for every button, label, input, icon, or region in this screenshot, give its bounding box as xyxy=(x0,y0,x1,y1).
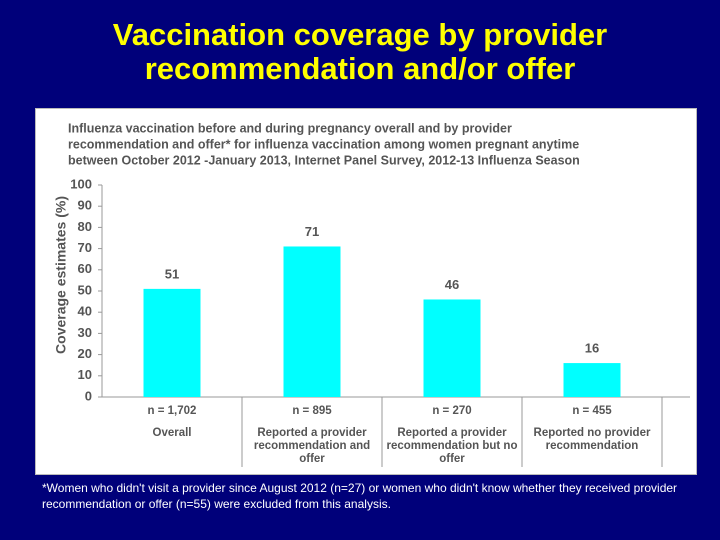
y-tick-label: 10 xyxy=(78,367,92,382)
value-label: 71 xyxy=(305,224,319,239)
chart-title: Influenza vaccination before and during … xyxy=(68,121,512,135)
n-label: n = 270 xyxy=(432,405,471,417)
y-tick-label: 20 xyxy=(78,346,92,361)
y-tick-label: 100 xyxy=(70,176,92,191)
n-label: n = 455 xyxy=(572,405,612,417)
y-tick-label: 30 xyxy=(78,325,92,340)
x-tick-label: Reported a provider recommendation and o… xyxy=(253,427,371,465)
value-label: 46 xyxy=(445,277,459,292)
y-axis-label: Coverage estimates (%) xyxy=(53,196,69,354)
y-tick-label: 80 xyxy=(78,219,92,234)
y-tick-label: 90 xyxy=(78,198,92,213)
value-label: 51 xyxy=(165,266,179,281)
bar xyxy=(283,246,341,397)
y-tick-label: 40 xyxy=(78,304,92,319)
n-label: n = 1,702 xyxy=(148,405,197,417)
n-label: n = 895 xyxy=(292,405,332,417)
y-tick-label: 50 xyxy=(78,282,92,297)
y-tick-label: 70 xyxy=(78,240,92,255)
slide-title: Vaccination coverage by provider recomme… xyxy=(112,17,608,86)
chart-title: between October 2012 -January 2013, Inte… xyxy=(68,153,580,167)
chart-title: recommendation and offer* for influenza … xyxy=(68,137,579,151)
value-label: 16 xyxy=(585,341,599,356)
y-tick-label: 0 xyxy=(85,388,92,403)
bar xyxy=(563,363,621,397)
x-tick-label: Overall xyxy=(152,427,192,439)
bar xyxy=(423,299,481,397)
footnote: *Women who didn't visit a provider since… xyxy=(42,481,678,511)
x-tick-label: Reported no provider recommendation xyxy=(533,427,651,452)
bar xyxy=(143,288,201,397)
x-tick-label: Reported a provider recommendation but n… xyxy=(386,427,518,465)
y-tick-label: 60 xyxy=(78,261,92,276)
